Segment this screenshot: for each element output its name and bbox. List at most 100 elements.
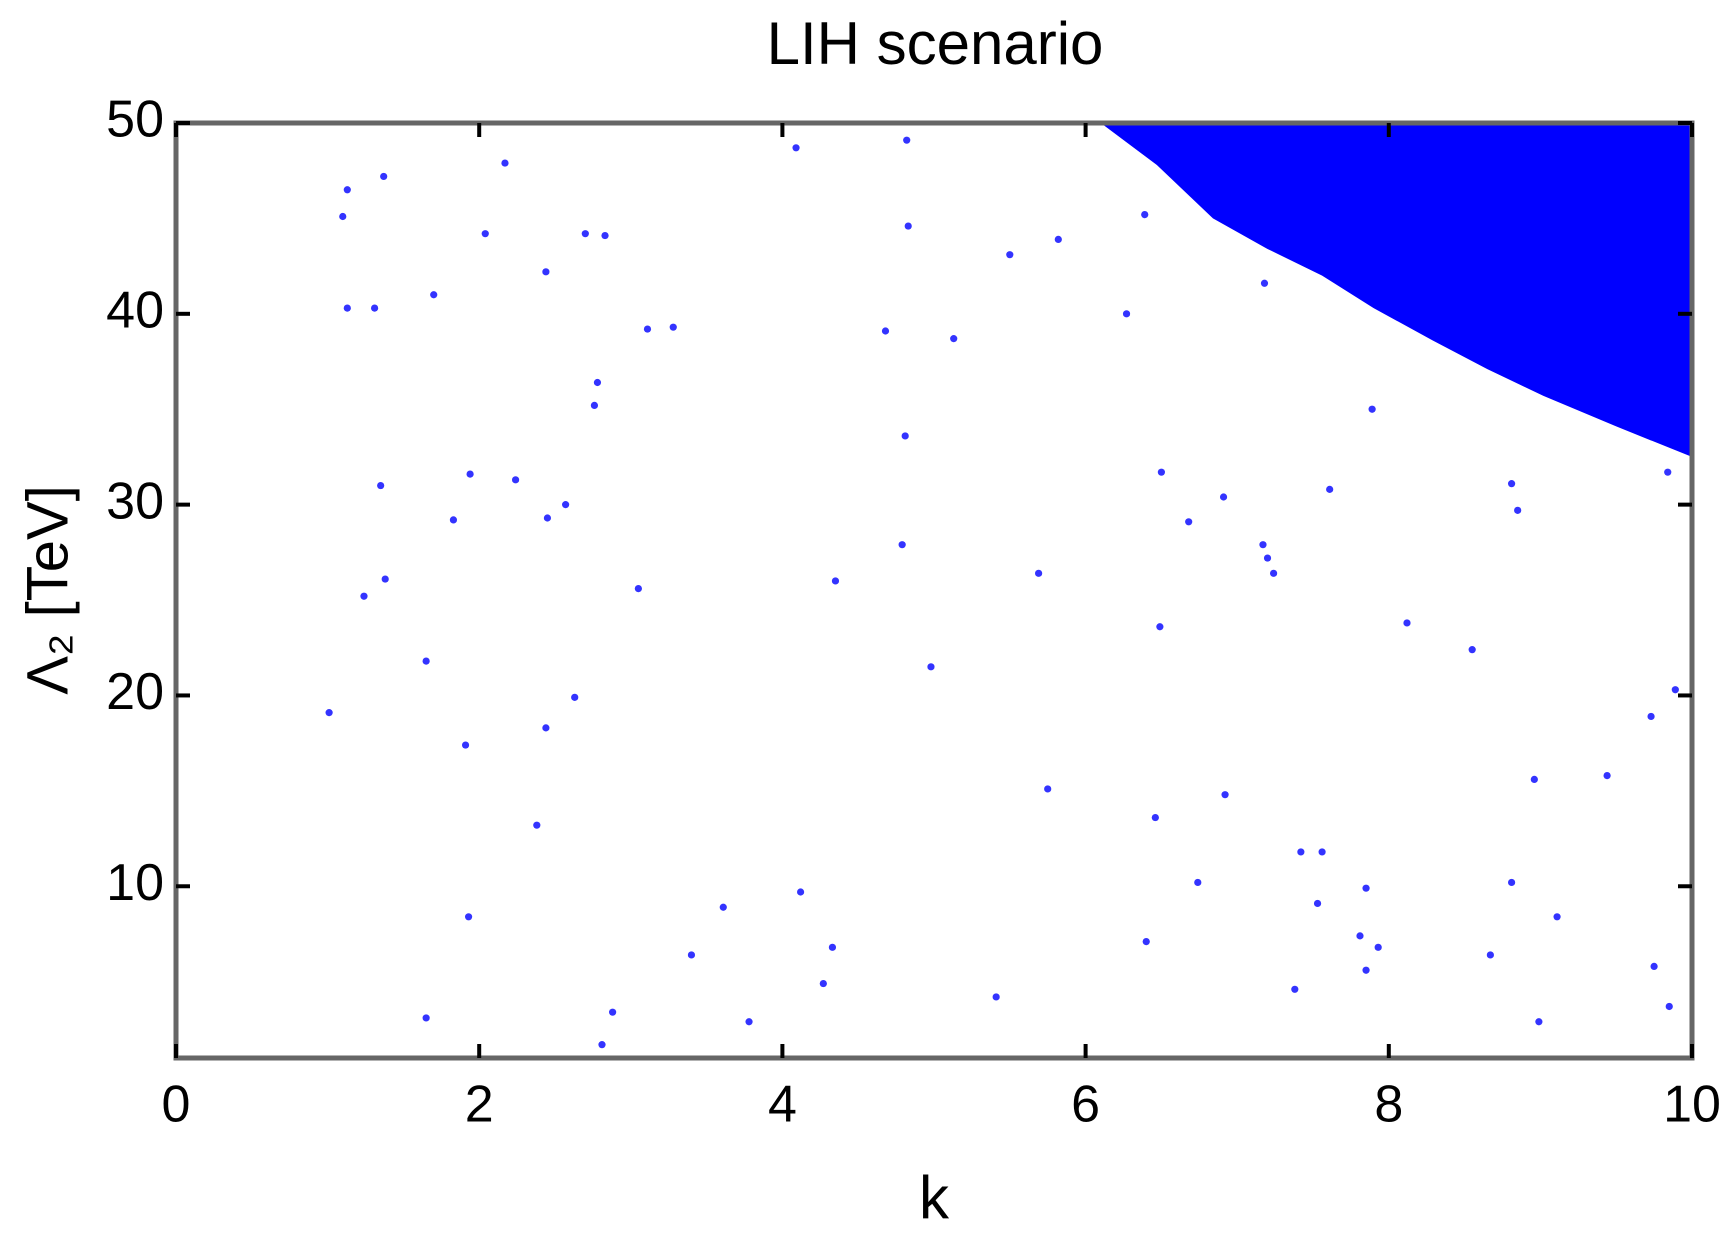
point xyxy=(1514,506,1522,514)
point xyxy=(339,212,347,221)
point xyxy=(1313,899,1322,908)
point xyxy=(1362,884,1370,892)
x-tick-label: 8 xyxy=(1374,1076,1403,1134)
point xyxy=(1368,405,1376,413)
point xyxy=(1221,791,1229,799)
point xyxy=(1507,480,1516,488)
point xyxy=(1326,485,1334,493)
point xyxy=(562,501,570,509)
point xyxy=(828,943,837,951)
point xyxy=(1468,646,1476,654)
point xyxy=(1185,518,1193,526)
point xyxy=(481,230,489,238)
x-tick-label: 0 xyxy=(162,1076,191,1134)
point xyxy=(511,476,520,484)
point xyxy=(422,1014,430,1022)
point xyxy=(542,268,550,276)
plot-frame xyxy=(173,120,1695,1061)
point xyxy=(571,693,579,701)
point xyxy=(1553,913,1561,921)
point xyxy=(992,993,1000,1001)
point xyxy=(1535,1018,1543,1026)
point xyxy=(903,136,911,144)
point xyxy=(1269,569,1278,577)
point xyxy=(422,657,430,665)
point xyxy=(593,378,602,387)
point xyxy=(792,144,800,152)
point xyxy=(1259,541,1267,549)
point xyxy=(1665,1002,1673,1011)
x-tick-label: 10 xyxy=(1663,1076,1721,1134)
point xyxy=(1664,468,1672,476)
point xyxy=(430,291,438,299)
point xyxy=(1194,878,1202,887)
point xyxy=(881,327,890,335)
point xyxy=(1603,771,1611,780)
point xyxy=(461,741,470,749)
point xyxy=(466,470,474,478)
dense-region xyxy=(1100,123,1692,457)
point xyxy=(1671,686,1679,694)
point xyxy=(927,663,935,671)
point xyxy=(1260,279,1269,287)
point xyxy=(904,222,912,230)
point xyxy=(501,159,509,167)
point xyxy=(1403,619,1411,627)
point xyxy=(381,575,389,583)
point xyxy=(901,432,909,440)
point xyxy=(687,951,696,959)
y-tick-label: 20 xyxy=(106,663,164,721)
x-tick-label: 6 xyxy=(1071,1076,1100,1134)
point xyxy=(669,323,677,331)
point xyxy=(464,913,473,921)
point xyxy=(343,304,351,312)
x-tick-label: 2 xyxy=(465,1076,494,1134)
chart-title: LIH scenario xyxy=(767,10,1104,77)
point xyxy=(634,584,642,593)
point xyxy=(590,401,599,410)
point xyxy=(745,1018,753,1026)
point xyxy=(1142,938,1150,946)
point xyxy=(1219,493,1228,501)
point xyxy=(898,541,906,549)
point xyxy=(380,172,388,181)
point xyxy=(1297,848,1305,856)
point xyxy=(1362,966,1370,974)
x-tick-label: 4 xyxy=(768,1076,797,1134)
point xyxy=(1122,310,1131,318)
point xyxy=(1486,951,1494,959)
point xyxy=(343,186,351,194)
point xyxy=(542,724,550,732)
point xyxy=(325,709,333,717)
point xyxy=(1647,712,1655,721)
y-tick-label: 50 xyxy=(106,91,164,149)
point xyxy=(1530,775,1538,784)
point xyxy=(1006,251,1014,259)
point xyxy=(370,304,379,312)
point xyxy=(609,1008,617,1016)
y-tick-label: 40 xyxy=(106,282,164,340)
point xyxy=(1507,878,1516,887)
y-axis-label: Λ₂ [TeV] xyxy=(15,485,80,695)
point xyxy=(1650,962,1658,971)
point xyxy=(1156,623,1164,631)
point xyxy=(1044,785,1052,793)
point xyxy=(543,514,552,522)
point xyxy=(601,231,609,240)
point xyxy=(1035,569,1043,577)
point xyxy=(377,481,385,490)
point xyxy=(1374,943,1382,951)
point xyxy=(533,821,541,829)
point xyxy=(1263,554,1272,562)
point xyxy=(598,1041,606,1049)
point xyxy=(1141,210,1149,219)
point xyxy=(1157,468,1165,476)
point xyxy=(1151,813,1159,822)
point xyxy=(643,325,652,333)
y-tick-label: 10 xyxy=(106,854,164,912)
point xyxy=(1318,848,1326,856)
point xyxy=(360,592,368,600)
point xyxy=(1356,932,1364,940)
point xyxy=(831,577,840,585)
